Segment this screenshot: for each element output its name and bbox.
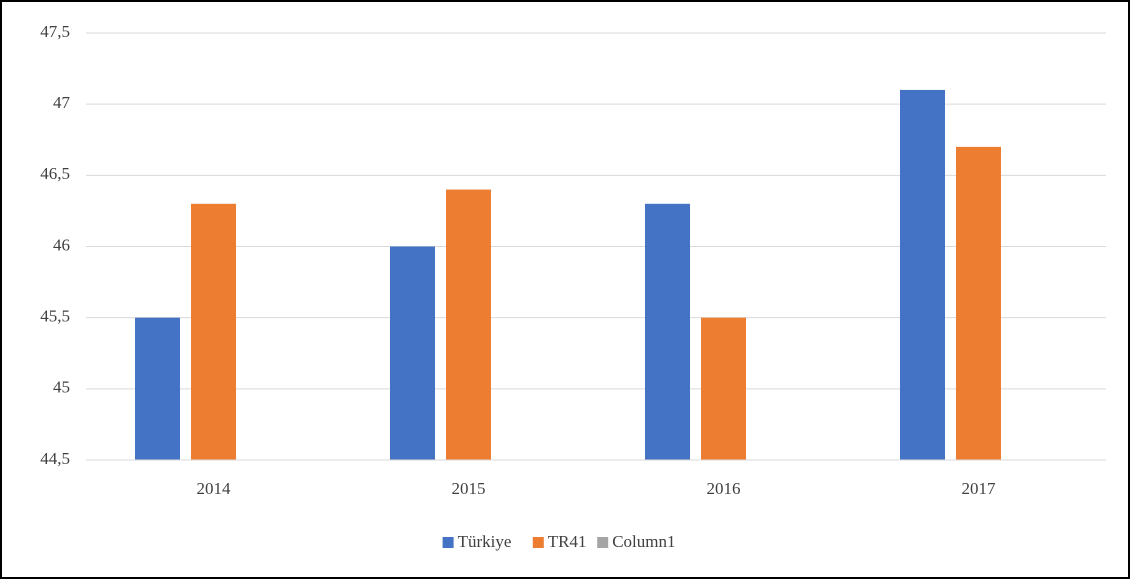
bar xyxy=(135,317,180,460)
y-tick-label: 47 xyxy=(53,93,71,112)
bar xyxy=(191,203,236,461)
y-tick-label: 46 xyxy=(53,235,70,254)
legend-swatch xyxy=(597,537,609,548)
bar xyxy=(900,89,945,460)
legend-label: Türkiye xyxy=(458,532,512,551)
legend-label: TR41 xyxy=(548,532,587,551)
bar xyxy=(956,146,1001,460)
x-tick-label: 2015 xyxy=(452,479,486,498)
bar xyxy=(645,203,690,461)
y-tick-label: 46,5 xyxy=(40,164,70,183)
x-tick-label: 2017 xyxy=(962,479,997,498)
y-tick-label: 44,5 xyxy=(40,449,70,468)
legend-swatch xyxy=(442,537,454,548)
y-tick-label: 47,5 xyxy=(40,22,70,41)
legend-label: Column1 xyxy=(612,532,675,551)
bar xyxy=(446,189,491,461)
y-tick-label: 45 xyxy=(53,378,70,397)
x-tick-label: 2016 xyxy=(707,479,741,498)
bar xyxy=(701,317,746,460)
x-tick-label: 2014 xyxy=(197,479,232,498)
bar xyxy=(390,246,435,460)
legend-swatch xyxy=(532,537,544,548)
y-tick-label: 45,5 xyxy=(40,307,70,326)
